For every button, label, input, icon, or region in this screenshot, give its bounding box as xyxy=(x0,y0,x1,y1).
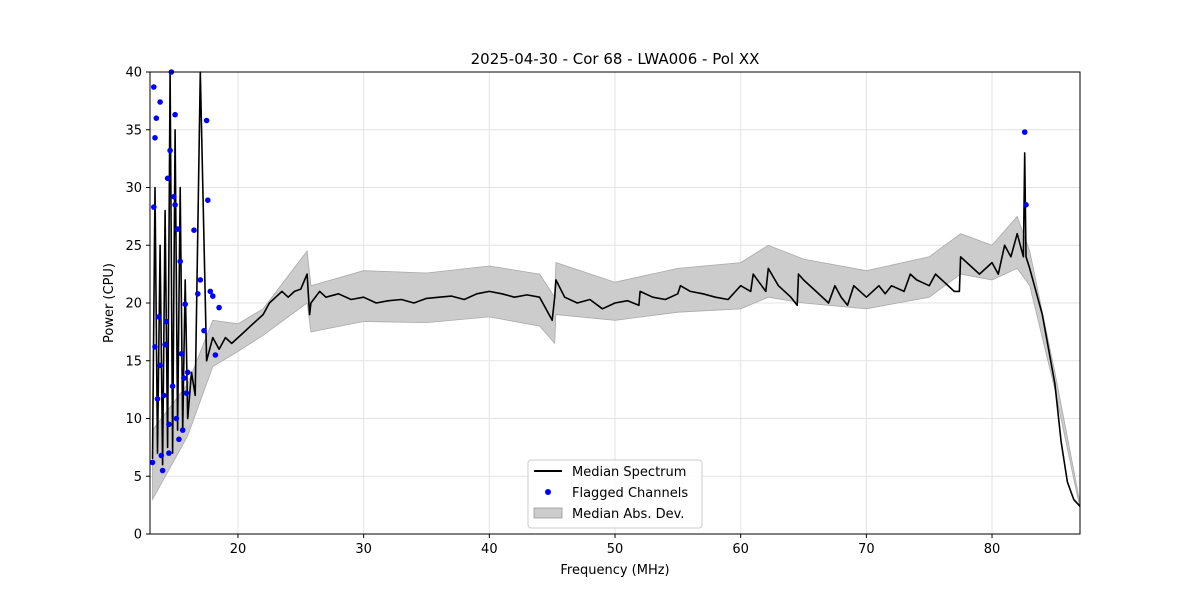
flagged-channel-point xyxy=(177,258,183,265)
flagged-channel-point xyxy=(1021,129,1028,135)
y-axis-ticks: 0 5 10 15 20 25 30 35 40 xyxy=(125,66,150,543)
flagged-channel-point xyxy=(158,452,165,459)
flagged-channel-point xyxy=(1023,202,1029,208)
legend-dot-swatch xyxy=(545,489,551,495)
flagged-channel-point xyxy=(153,115,160,121)
x-tick-label: 60 xyxy=(732,542,749,557)
flagged-channel-point xyxy=(181,375,187,381)
y-tick-label: 40 xyxy=(125,66,142,81)
flagged-channel-point xyxy=(152,135,158,141)
flagged-channel-point xyxy=(149,459,156,466)
chart-title: 2025-04-30 - Cor 68 - LWA006 - Pol XX xyxy=(471,50,760,68)
flagged-channel-point xyxy=(182,301,188,308)
flagged-channel-point xyxy=(191,227,197,233)
flagged-channel-point xyxy=(207,288,214,295)
x-tick-label: 50 xyxy=(607,542,624,557)
flagged-channel-point xyxy=(164,175,171,182)
legend-band-swatch xyxy=(533,507,563,519)
flagged-channel-point xyxy=(167,147,173,154)
flagged-channel-point xyxy=(157,362,163,369)
flagged-channel-point xyxy=(195,291,201,297)
flagged-channel-point xyxy=(159,467,166,474)
flagged-channel-point xyxy=(166,421,172,428)
legend-box xyxy=(527,459,703,529)
flagged-channel-point xyxy=(212,352,219,358)
y-tick-label: 30 xyxy=(125,181,142,196)
y-tick-label: 5 xyxy=(134,470,142,485)
y-axis-label: Power (CPU) xyxy=(102,263,117,343)
flagged-channel-point xyxy=(169,383,176,390)
flagged-channel-point xyxy=(173,415,180,422)
median-spectrum-line xyxy=(151,71,1081,507)
flagged-channel-point xyxy=(162,341,168,348)
flagged-channel-point xyxy=(197,277,204,283)
flagged-channel-point xyxy=(172,202,178,208)
flagged-channel-point xyxy=(203,117,210,124)
flagged-channel-point xyxy=(183,390,190,396)
legend-label-median-spectrum: Median Spectrum xyxy=(572,465,686,480)
flagged-channel-point xyxy=(151,84,157,90)
x-axis-ticks: 20 30 40 50 60 70 80 xyxy=(230,534,1001,557)
flagged-channel-point xyxy=(151,204,157,210)
x-tick-label: 70 xyxy=(858,542,875,557)
y-tick-label: 15 xyxy=(125,354,142,369)
x-tick-label: 30 xyxy=(355,542,372,557)
flagged-channel-point xyxy=(152,344,158,350)
y-tick-label: 10 xyxy=(125,412,142,427)
x-tick-label: 20 xyxy=(230,542,247,557)
flagged-channel-point xyxy=(163,318,170,325)
x-tick-label: 80 xyxy=(984,542,1001,557)
flagged-channel-point xyxy=(216,304,222,311)
y-tick-label: 0 xyxy=(134,528,142,543)
x-tick-label: 40 xyxy=(481,542,498,557)
flagged-channel-point xyxy=(157,99,163,105)
flagged-channel-points xyxy=(149,69,1029,474)
flagged-channel-point xyxy=(166,450,172,456)
y-tick-label: 35 xyxy=(125,123,142,138)
flagged-channel-point xyxy=(205,197,211,203)
flagged-channel-point xyxy=(184,369,191,376)
flagged-channel-point xyxy=(174,226,181,232)
flagged-channel-point xyxy=(201,327,207,334)
flagged-channel-point xyxy=(176,436,182,443)
legend-label-median-abs-dev: Median Abs. Dev. xyxy=(572,507,684,522)
flagged-channel-point xyxy=(179,427,186,433)
flagged-channel-point xyxy=(154,396,161,402)
flagged-channel-point xyxy=(172,111,178,118)
flagged-channel-point xyxy=(178,351,185,357)
median-spectrum-path xyxy=(151,71,1081,507)
flagged-channel-point xyxy=(161,392,167,399)
x-axis-label: Frequency (MHz) xyxy=(560,563,669,578)
flagged-channel-point xyxy=(210,293,216,299)
legend: Median Spectrum Flagged Channels Median … xyxy=(527,459,703,529)
y-tick-label: 25 xyxy=(125,239,142,254)
legend-label-flagged-channels: Flagged Channels xyxy=(572,486,688,501)
flagged-channel-point xyxy=(156,314,162,320)
y-tick-label: 20 xyxy=(125,297,142,312)
flagged-channel-point xyxy=(171,193,177,200)
